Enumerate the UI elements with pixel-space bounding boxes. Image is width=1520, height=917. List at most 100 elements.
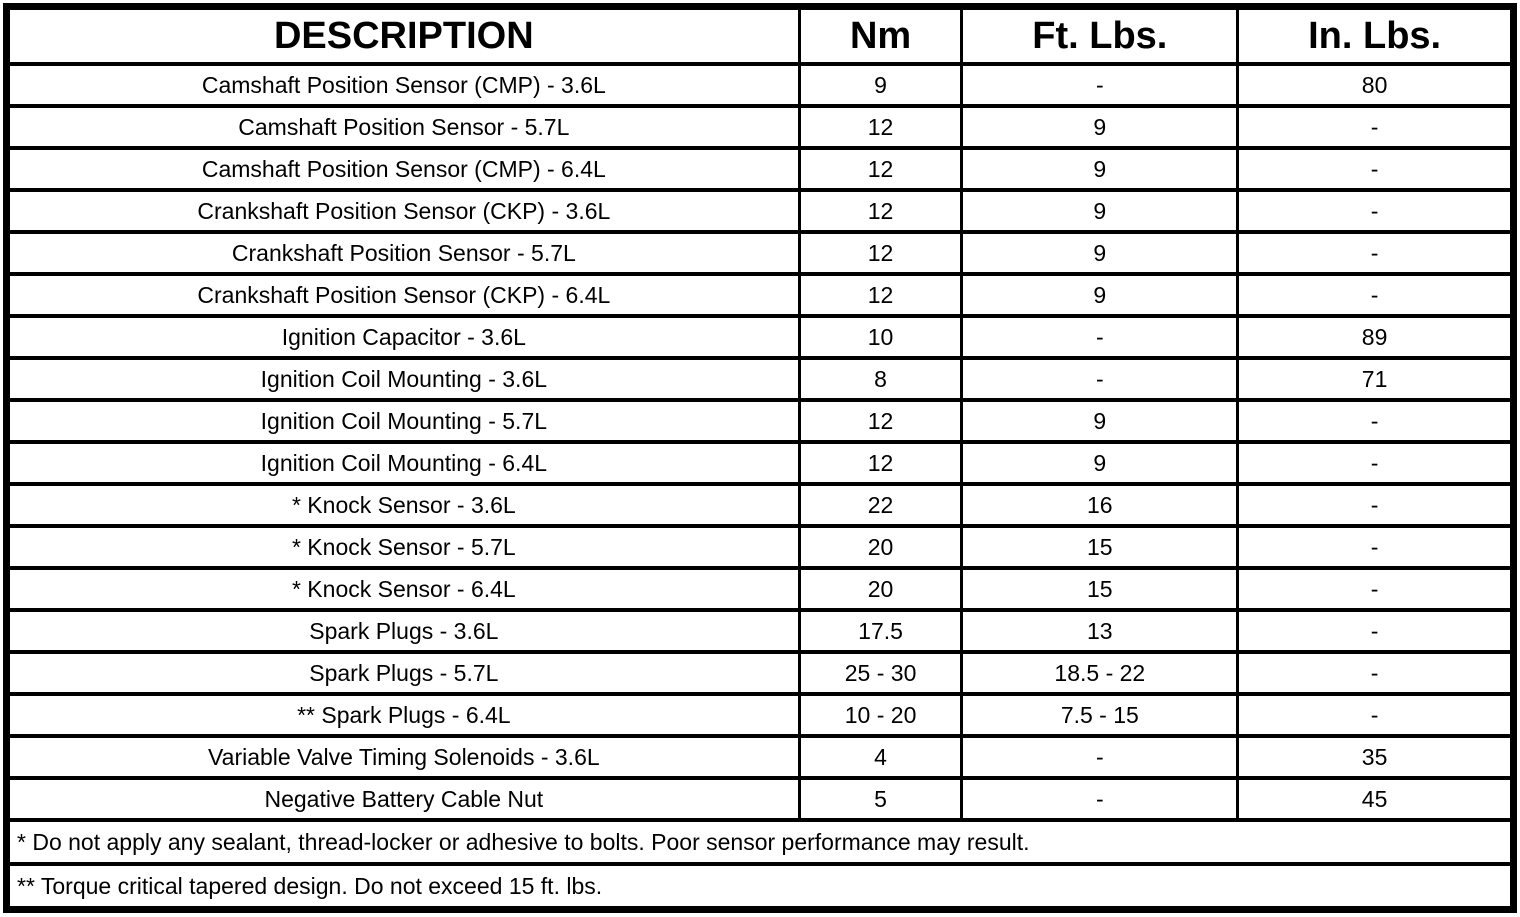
- cell-nm: 12: [797, 398, 964, 444]
- cell-in-lbs: 71: [1236, 356, 1515, 402]
- cell-in-lbs: -: [1236, 566, 1515, 612]
- cell-in-lbs: -: [1236, 650, 1515, 696]
- cell-ft-lbs: 13: [960, 608, 1240, 654]
- cell-ft-lbs: 16: [960, 482, 1240, 528]
- cell-description: Camshaft Position Sensor (CMP) - 6.4L: [5, 146, 801, 192]
- cell-ft-lbs: 9: [960, 188, 1240, 234]
- table-row: * Knock Sensor - 3.6L 22 16-: [5, 482, 1515, 528]
- cell-description: ** Spark Plugs - 6.4L: [5, 692, 801, 738]
- table-row: Crankshaft Position Sensor (CKP) - 6.4L 1…: [5, 272, 1515, 318]
- cell-description: Spark Plugs - 3.6L: [5, 608, 801, 654]
- column-header-description: DESCRIPTION: [5, 4, 801, 66]
- footnote-row: ** Torque critical tapered design. Do no…: [5, 862, 1515, 912]
- cell-nm: 10: [797, 314, 964, 360]
- table-row: Camshaft Position Sensor (CMP) - 3.6L 9-8…: [5, 62, 1515, 108]
- cell-description: Crankshaft Position Sensor (CKP) - 3.6L: [5, 188, 801, 234]
- cell-nm: 12: [797, 146, 964, 192]
- table-row: Spark Plugs - 5.7L 25 - 30 18.5 - 22-: [5, 650, 1515, 696]
- cell-description: Negative Battery Cable Nut: [5, 776, 801, 822]
- cell-in-lbs: -: [1236, 482, 1515, 528]
- cell-description: Ignition Coil Mounting - 5.7L: [5, 398, 801, 444]
- cell-in-lbs: 35: [1236, 734, 1515, 780]
- table-row: * Knock Sensor - 5.7L 20 15-: [5, 524, 1515, 570]
- cell-in-lbs: -: [1236, 398, 1515, 444]
- table-row: Ignition Coil Mounting - 6.4L 12 9-: [5, 440, 1515, 486]
- table-row: Ignition Coil Mounting - 5.7L 12 9-: [5, 398, 1515, 444]
- cell-nm: 25 - 30: [797, 650, 964, 696]
- footnote-row: * Do not apply any sealant, thread-locke…: [5, 818, 1515, 866]
- document-page: DESCRIPTION Nm Ft. Lbs. In. Lbs. Camshaf…: [0, 3, 1520, 917]
- cell-in-lbs: -: [1236, 188, 1515, 234]
- cell-ft-lbs: 9: [960, 398, 1240, 444]
- cell-nm: 12: [797, 230, 964, 276]
- table-row: * Knock Sensor - 6.4L 20 15-: [5, 566, 1515, 612]
- cell-in-lbs: -: [1236, 524, 1515, 570]
- footnote-sensor-warning: * Do not apply any sealant, thread-locke…: [5, 818, 1515, 866]
- cell-ft-lbs: 9: [960, 146, 1240, 192]
- cell-nm: 12: [797, 272, 964, 318]
- cell-ft-lbs: 9: [960, 272, 1240, 318]
- cell-nm: 12: [797, 188, 964, 234]
- cell-nm: 17.5: [797, 608, 964, 654]
- table-row: Ignition Capacitor - 3.6L 10-89: [5, 314, 1515, 360]
- cell-in-lbs: 89: [1236, 314, 1515, 360]
- cell-in-lbs: -: [1236, 440, 1515, 486]
- cell-description: * Knock Sensor - 3.6L: [5, 482, 801, 528]
- cell-description: Crankshaft Position Sensor (CKP) - 6.4L: [5, 272, 801, 318]
- cell-description: Spark Plugs - 5.7L: [5, 650, 801, 696]
- table-row: Variable Valve Timing Solenoids - 3.6L 4-…: [5, 734, 1515, 780]
- cell-in-lbs: -: [1236, 230, 1515, 276]
- table-row: Camshaft Position Sensor - 5.7L 12 9-: [5, 104, 1515, 150]
- cell-ft-lbs: 15: [960, 524, 1240, 570]
- cell-description: Camshaft Position Sensor (CMP) - 3.6L: [5, 62, 801, 108]
- cell-nm: 9: [797, 62, 964, 108]
- cell-description: Ignition Coil Mounting - 6.4L: [5, 440, 801, 486]
- cell-ft-lbs: -: [960, 356, 1240, 402]
- table-row: Spark Plugs - 3.6L 17.5 13-: [5, 608, 1515, 654]
- cell-in-lbs: 45: [1236, 776, 1515, 822]
- cell-description: * Knock Sensor - 6.4L: [5, 566, 801, 612]
- cell-description: Ignition Capacitor - 3.6L: [5, 314, 801, 360]
- cell-in-lbs: -: [1236, 146, 1515, 192]
- cell-in-lbs: -: [1236, 104, 1515, 150]
- cell-in-lbs: -: [1236, 692, 1515, 738]
- cell-ft-lbs: -: [960, 734, 1240, 780]
- cell-ft-lbs: 9: [960, 230, 1240, 276]
- cell-in-lbs: -: [1236, 272, 1515, 318]
- cell-ft-lbs: 18.5 - 22: [960, 650, 1240, 696]
- cell-ft-lbs: -: [960, 62, 1240, 108]
- cell-in-lbs: 80: [1236, 62, 1515, 108]
- cell-ft-lbs: -: [960, 314, 1240, 360]
- cell-ft-lbs: 15: [960, 566, 1240, 612]
- cell-nm: 12: [797, 440, 964, 486]
- cell-description: Camshaft Position Sensor - 5.7L: [5, 104, 801, 150]
- footnote-torque-warning: ** Torque critical tapered design. Do no…: [5, 862, 1515, 912]
- cell-description: Ignition Coil Mounting - 3.6L: [5, 356, 801, 402]
- cell-nm: 4: [797, 734, 964, 780]
- cell-nm: 12: [797, 104, 964, 150]
- table-row: Camshaft Position Sensor (CMP) - 6.4L 12 9…: [5, 146, 1515, 192]
- column-header-ft-lbs: Ft. Lbs.: [960, 4, 1240, 66]
- table-row: Crankshaft Position Sensor (CKP) - 3.6L 1…: [5, 188, 1515, 234]
- column-header-nm: Nm: [797, 4, 964, 66]
- cell-description: Crankshaft Position Sensor - 5.7L: [5, 230, 801, 276]
- cell-description: Variable Valve Timing Solenoids - 3.6L: [5, 734, 801, 780]
- cell-nm: 10 - 20: [797, 692, 964, 738]
- cell-ft-lbs: -: [960, 776, 1240, 822]
- column-header-in-lbs: In. Lbs.: [1236, 4, 1515, 66]
- cell-nm: 5: [797, 776, 964, 822]
- cell-in-lbs: -: [1236, 608, 1515, 654]
- cell-ft-lbs: 7.5 - 15: [960, 692, 1240, 738]
- cell-description: * Knock Sensor - 5.7L: [5, 524, 801, 570]
- table-row: ** Spark Plugs - 6.4L 10 - 20 7.5 - 15-: [5, 692, 1515, 738]
- cell-nm: 22: [797, 482, 964, 528]
- torque-spec-table: DESCRIPTION Nm Ft. Lbs. In. Lbs. Camshaf…: [3, 3, 1517, 913]
- cell-ft-lbs: 9: [960, 104, 1240, 150]
- table-row: Crankshaft Position Sensor - 5.7L 12 9-: [5, 230, 1515, 276]
- cell-ft-lbs: 9: [960, 440, 1240, 486]
- cell-nm: 20: [797, 566, 964, 612]
- header-row: DESCRIPTION Nm Ft. Lbs. In. Lbs.: [5, 4, 1515, 66]
- table-row: Ignition Coil Mounting - 3.6L 8-71: [5, 356, 1515, 402]
- cell-nm: 20: [797, 524, 964, 570]
- table-row: Negative Battery Cable Nut 5-45: [5, 776, 1515, 822]
